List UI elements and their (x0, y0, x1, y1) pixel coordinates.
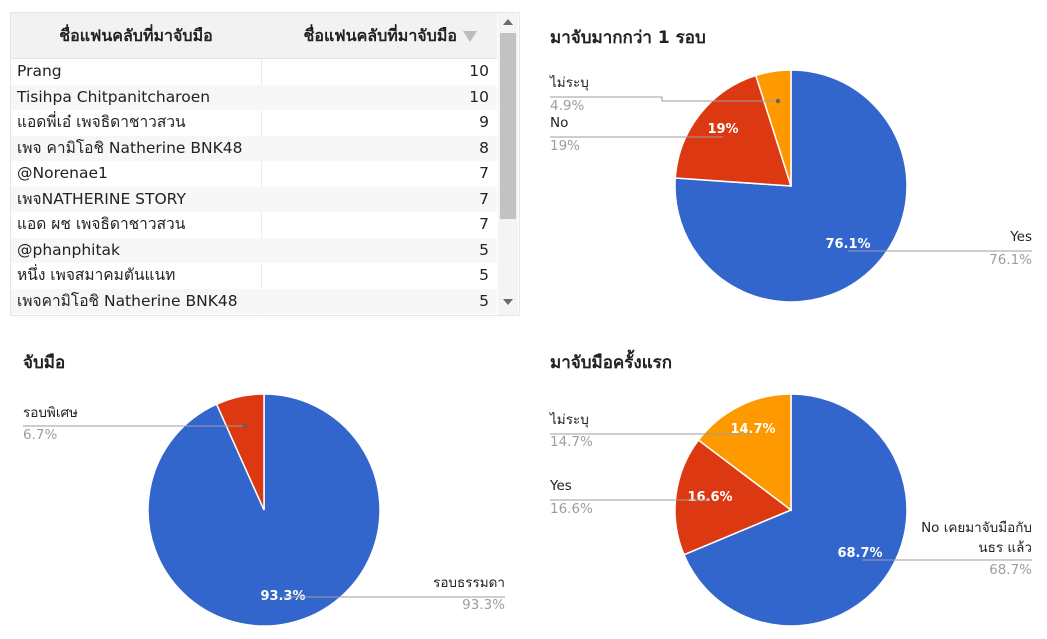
table-row[interactable]: เพจคามิโอชิ Natherine BNK48 5 (11, 288, 497, 314)
table-row[interactable]: หนึ่ง เพจสมาคมตันแนท 5 (11, 263, 497, 289)
slice-inner-label: 19% (707, 122, 738, 137)
table-row[interactable]: @Norenae1 7 (11, 161, 497, 187)
scroll-down-icon[interactable] (503, 299, 513, 305)
slice-percent: 6.7% (23, 427, 57, 443)
cell-count: 5 (479, 291, 489, 310)
leader-line (550, 96, 778, 102)
slice-label: Yes (1009, 229, 1032, 245)
sort-desc-icon[interactable] (463, 31, 477, 42)
slice-inner-label: 14.7% (730, 422, 775, 437)
slice-label: ไม่ระบุ (549, 412, 589, 428)
slice-label: นธร แล้ว (978, 540, 1032, 556)
table-row[interactable]: Tisihpa Chitpanitcharoen 10 (11, 84, 497, 110)
leader-dot (775, 98, 781, 104)
cell-fan-name: แอดพี่เอ๋ เพจธิดาชาวสวน (17, 113, 186, 131)
cell-fan-name: เพจ คามิโอชิ Natherine BNK48 (17, 138, 243, 157)
cell-count: 10 (469, 62, 489, 80)
table-row[interactable]: แอด ผช เพจธิดาชาวสวน 7 (11, 212, 497, 238)
cell-fan-name: @phanphitak (17, 240, 121, 259)
slice-percent: 19% (550, 138, 580, 154)
table-scrollbar[interactable] (498, 13, 518, 315)
table-row[interactable]: เพจNATHERINE STORY 7 (11, 186, 497, 212)
pie-slice[interactable] (674, 74, 793, 187)
chart-title-repeat: มาจับมากกว่า 1 รอบ (550, 28, 706, 48)
table-row[interactable]: @phanphitak 5 (11, 237, 497, 263)
table-row[interactable]: Prang 10 (11, 59, 497, 85)
slice-percent: 16.6% (550, 501, 593, 517)
table-row[interactable]: แอดพี่เอ๋ เพจธิดาชาวสวน 9 (11, 110, 497, 136)
pie-chart-1: 76.1% 19% Yes 76.1% No 19% ไม่ระบุ 4.9% (549, 69, 1032, 303)
slice-percent: 68.7% (989, 562, 1032, 578)
pie-slice[interactable] (754, 69, 792, 187)
cell-fan-name: Tisihpa Chitpanitcharoen (17, 87, 211, 106)
pie-slice[interactable] (697, 393, 792, 512)
slice-label: รอบพิเศษ (23, 405, 78, 421)
chart-title-first-time: มาจับมือครั้งแรก (550, 353, 673, 373)
cell-count: 5 (479, 266, 489, 284)
slice-inner-label: 68.7% (837, 546, 882, 561)
cell-fan-name: @Norenae1 (17, 164, 108, 182)
scroll-up-icon[interactable] (503, 19, 513, 25)
cell-fan-name: หนึ่ง เพจสมาคมตันแนท (17, 266, 176, 284)
cell-count: 8 (479, 138, 489, 157)
pie-slice[interactable] (674, 439, 793, 556)
slice-percent: 4.9% (550, 98, 584, 114)
slice-label: No เคยมาจับมือกับ (921, 520, 1032, 536)
slice-inner-label: 76.1% (825, 237, 870, 252)
slice-label: No (550, 115, 568, 131)
slice-percent: 76.1% (989, 252, 1032, 268)
cell-fan-name: แอด ผช เพจธิดาชาวสวน (17, 215, 186, 233)
table-row[interactable]: เพจ คามิโอชิ Natherine BNK48 8 (11, 135, 497, 161)
cell-count: 5 (479, 240, 489, 259)
slice-inner-label: 16.6% (687, 490, 732, 505)
table-body: Prang 10 Tisihpa Chitpanitcharoen 10 แอดพี่เ… (11, 59, 497, 314)
cell-count: 10 (469, 87, 489, 106)
slice-label: Yes (549, 478, 572, 494)
pie-slice[interactable] (674, 69, 908, 303)
slice-percent: 14.7% (550, 434, 593, 450)
pie-slice[interactable] (215, 393, 265, 511)
leader-dot (242, 423, 248, 429)
chart-title-handshake: จับมือ (23, 353, 66, 373)
cell-count: 7 (479, 164, 489, 182)
cell-count: 9 (479, 113, 489, 131)
cell-fan-name: Prang (17, 62, 62, 80)
fan-table: ชื่อแฟนคลับที่มาจับมือ ชื่อแฟนคลับที่มาจ… (10, 12, 520, 316)
table-header: ชื่อแฟนคลับที่มาจับมือ ชื่อแฟนคลับที่มาจ… (11, 13, 497, 59)
cell-fan-name: เพจคามิโอชิ Natherine BNK48 (17, 291, 238, 310)
cell-count: 7 (479, 189, 489, 208)
column-header-name[interactable]: ชื่อแฟนคลับที่มาจับมือ (59, 26, 213, 45)
column-header-count[interactable]: ชื่อแฟนคลับที่มาจับมือ (303, 26, 457, 45)
scroll-thumb[interactable] (500, 33, 516, 219)
slice-percent: 93.3% (462, 597, 505, 613)
slice-label: ไม่ระบุ (549, 75, 589, 91)
pie-slice[interactable] (682, 393, 908, 627)
cell-fan-name: เพจNATHERINE STORY (17, 189, 186, 208)
slice-label: รอบธรรมดา (433, 575, 505, 591)
cell-count: 7 (479, 215, 489, 233)
